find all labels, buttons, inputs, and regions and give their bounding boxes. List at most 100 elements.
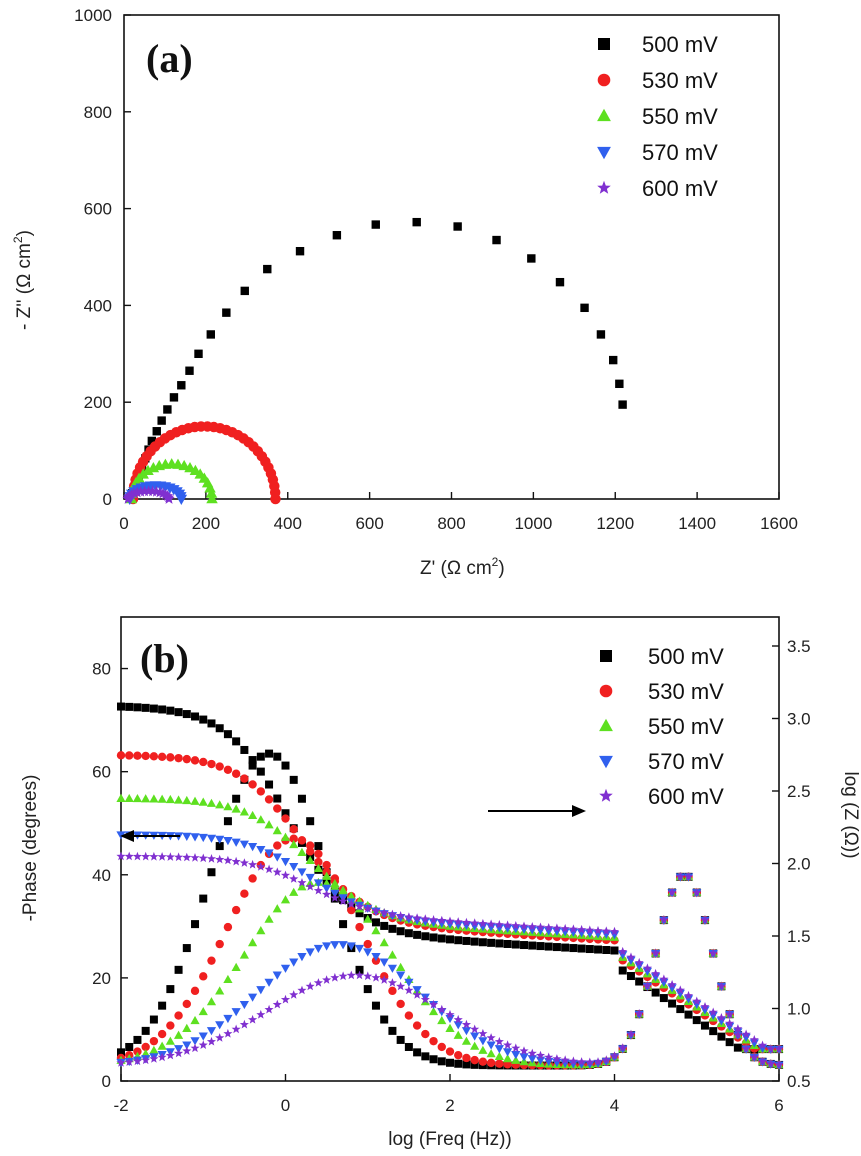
point-b-phase: [445, 1009, 455, 1019]
point-b-phase: [470, 1055, 479, 1065]
point-b-phase: [158, 1001, 167, 1010]
point-b-logz: [462, 936, 471, 945]
y-tick-label-b-right: 1.5: [787, 927, 811, 946]
legend-a-marker: [597, 73, 611, 87]
legend-a-label: 570 mV: [642, 140, 718, 165]
point-b-phase: [306, 817, 315, 826]
point-b-phase: [289, 775, 298, 784]
point-b-logz: [676, 1005, 685, 1014]
point-b-logz: [404, 912, 414, 921]
point-b-phase: [478, 1028, 488, 1038]
point-b-logz: [322, 884, 332, 893]
point-b-phase: [141, 1055, 151, 1065]
point-b-logz: [231, 804, 241, 813]
point-b-phase: [256, 1009, 266, 1019]
x-tick-label-a: 1200: [596, 514, 634, 533]
point-b-phase: [174, 1048, 184, 1058]
point-b-logz: [494, 924, 504, 933]
point-b-phase: [313, 944, 323, 954]
point-b-logz: [684, 1010, 693, 1019]
point-b-phase: [297, 882, 307, 891]
point-b-logz: [577, 929, 587, 938]
point-a: [453, 222, 462, 231]
legend-a-label: 530 mV: [642, 68, 718, 93]
point-b-phase: [248, 1014, 258, 1024]
point-b-phase: [206, 997, 217, 1006]
point-b-logz: [503, 920, 513, 930]
point-b-phase: [354, 944, 365, 954]
y-tick-label-b-right: 2.0: [787, 855, 811, 874]
point-b-logz: [683, 995, 694, 1004]
point-b-phase: [199, 972, 208, 981]
point-b-phase: [371, 953, 381, 962]
point-b-logz: [264, 864, 274, 874]
point-a: [177, 381, 186, 390]
point-b-logz: [297, 868, 307, 877]
point-b-logz: [527, 922, 537, 931]
point-b-phase: [264, 1004, 274, 1014]
point-b-phase: [494, 1036, 504, 1046]
point-b-logz: [478, 938, 487, 947]
legend-b-label: 500 mV: [648, 644, 724, 669]
point-b-phase: [437, 1042, 446, 1052]
point-b-phase: [404, 978, 414, 987]
point-b-logz: [289, 874, 299, 883]
x-tick-label-a: 600: [355, 514, 383, 533]
arrow-right-logZ-axis: [488, 805, 586, 817]
point-a: [128, 487, 140, 499]
point-b-phase: [511, 1055, 521, 1064]
point-b-logz: [379, 908, 389, 917]
ticks-a: 0 200 400 600 800 1000 1200 1400 1600 0 200 400 600 8…: [74, 6, 798, 533]
point-b-phase: [231, 1024, 241, 1034]
point-b-logz: [634, 962, 644, 971]
point-b-phase: [322, 860, 331, 870]
point-b-logz: [198, 797, 208, 806]
point-b-logz: [232, 737, 241, 746]
panel-label-b: (b): [140, 636, 189, 681]
point-b-phase: [470, 1041, 480, 1050]
point-b-logz: [684, 990, 694, 1000]
point-b-phase: [585, 1057, 595, 1067]
point-b-logz: [544, 923, 554, 932]
point-b-phase: [429, 999, 439, 1009]
point-b-logz: [667, 979, 677, 989]
point-b-logz: [248, 843, 258, 852]
point-b-logz: [182, 754, 191, 764]
point-b-phase: [560, 1055, 570, 1064]
y-axis-label-a-sup: 2: [11, 236, 25, 243]
point-b-phase: [207, 956, 216, 965]
point-b-phase: [157, 1029, 167, 1039]
x-axis-label-a: Z' (Ω cm2): [420, 555, 505, 579]
point-b-phase: [289, 887, 299, 896]
point-a: [609, 355, 618, 365]
point-a: [131, 486, 143, 498]
x-tick-label-a: 0: [119, 514, 128, 533]
point-b-phase: [560, 1059, 570, 1068]
point-b-logz: [420, 914, 430, 923]
point-b-phase: [437, 1015, 447, 1025]
legend-a-marker: [597, 180, 611, 194]
x-tick-label-a: 1000: [514, 514, 552, 533]
point-b-logz: [716, 1017, 727, 1026]
point-b-phase: [421, 1052, 430, 1061]
point-b-phase: [552, 1054, 562, 1063]
point-b-logz: [132, 851, 142, 861]
point-b-phase: [166, 985, 175, 994]
point-b-logz: [601, 926, 611, 935]
point-b-logz: [692, 996, 702, 1006]
point-a: [194, 349, 203, 358]
point-b-phase: [273, 752, 282, 761]
point-b-phase: [174, 965, 183, 974]
point-b-logz: [774, 1044, 784, 1053]
point-b-logz: [174, 852, 184, 862]
point-b-phase: [396, 1035, 405, 1044]
point-b-logz: [651, 968, 661, 978]
point-b-phase: [601, 1055, 611, 1064]
point-b-phase: [461, 1019, 471, 1029]
point-b-logz: [380, 921, 389, 930]
legend-b-label: 600 mV: [648, 784, 724, 809]
point-b-phase: [231, 962, 241, 971]
point-a: [163, 493, 175, 504]
point-b-phase: [667, 887, 677, 897]
point-b-phase: [387, 950, 398, 959]
